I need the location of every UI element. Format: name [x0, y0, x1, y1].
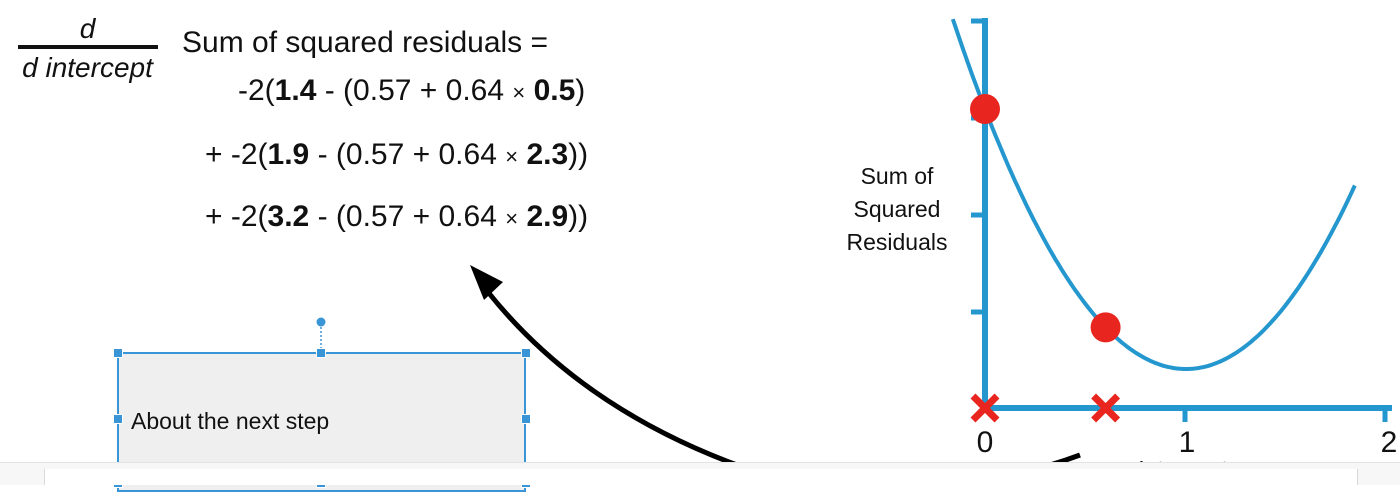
resize-handle-top[interactable] [316, 348, 326, 358]
x-marker-0 [970, 393, 1000, 423]
equation-line-1: -2(1.4 - (0.57 + 0.64 × 0.5) [238, 74, 586, 107]
x-tick-label-0: 0 [977, 426, 994, 459]
x-marker-1 [1091, 393, 1121, 423]
ssr-curve [950, 18, 1357, 371]
y-axis-label-line-3: Residuals [847, 229, 948, 255]
ssr-point-0 [970, 94, 1000, 124]
curved-arrow-head [470, 265, 503, 300]
equation-line-2: + -2(1.9 - (0.57 + 0.64 × 2.3)) [205, 138, 589, 171]
y-axis-label-line-2: Squared [854, 196, 941, 222]
equation-line-3: + -2(3.2 - (0.57 + 0.64 × 2.9)) [205, 200, 589, 233]
fraction-denominator: d intercept [22, 52, 153, 83]
y-axis-label-line-1: Sum of [861, 163, 934, 189]
bottom-panel [0, 462, 1400, 485]
x-tick-label-1: 1 [1179, 426, 1196, 459]
resize-handle-top-left[interactable] [113, 348, 123, 358]
curved-arrow-shaft [486, 290, 776, 481]
x-tick-label-2: 2 [1381, 426, 1398, 459]
equation-title: Sum of squared residuals = [182, 26, 549, 59]
fraction-bar [18, 45, 158, 49]
text-box-label[interactable]: About the next step [131, 408, 330, 434]
fraction-numerator: d [79, 13, 96, 44]
resize-handle-top-right[interactable] [521, 348, 531, 358]
bottom-panel-inner [44, 469, 1358, 485]
resize-handle-left[interactable] [113, 414, 123, 424]
derivative-fraction: d d intercept [0, 12, 175, 86]
ssr-point-1 [1090, 312, 1121, 343]
resize-handle-right[interactable] [521, 414, 531, 424]
rotate-handle[interactable] [311, 315, 331, 355]
